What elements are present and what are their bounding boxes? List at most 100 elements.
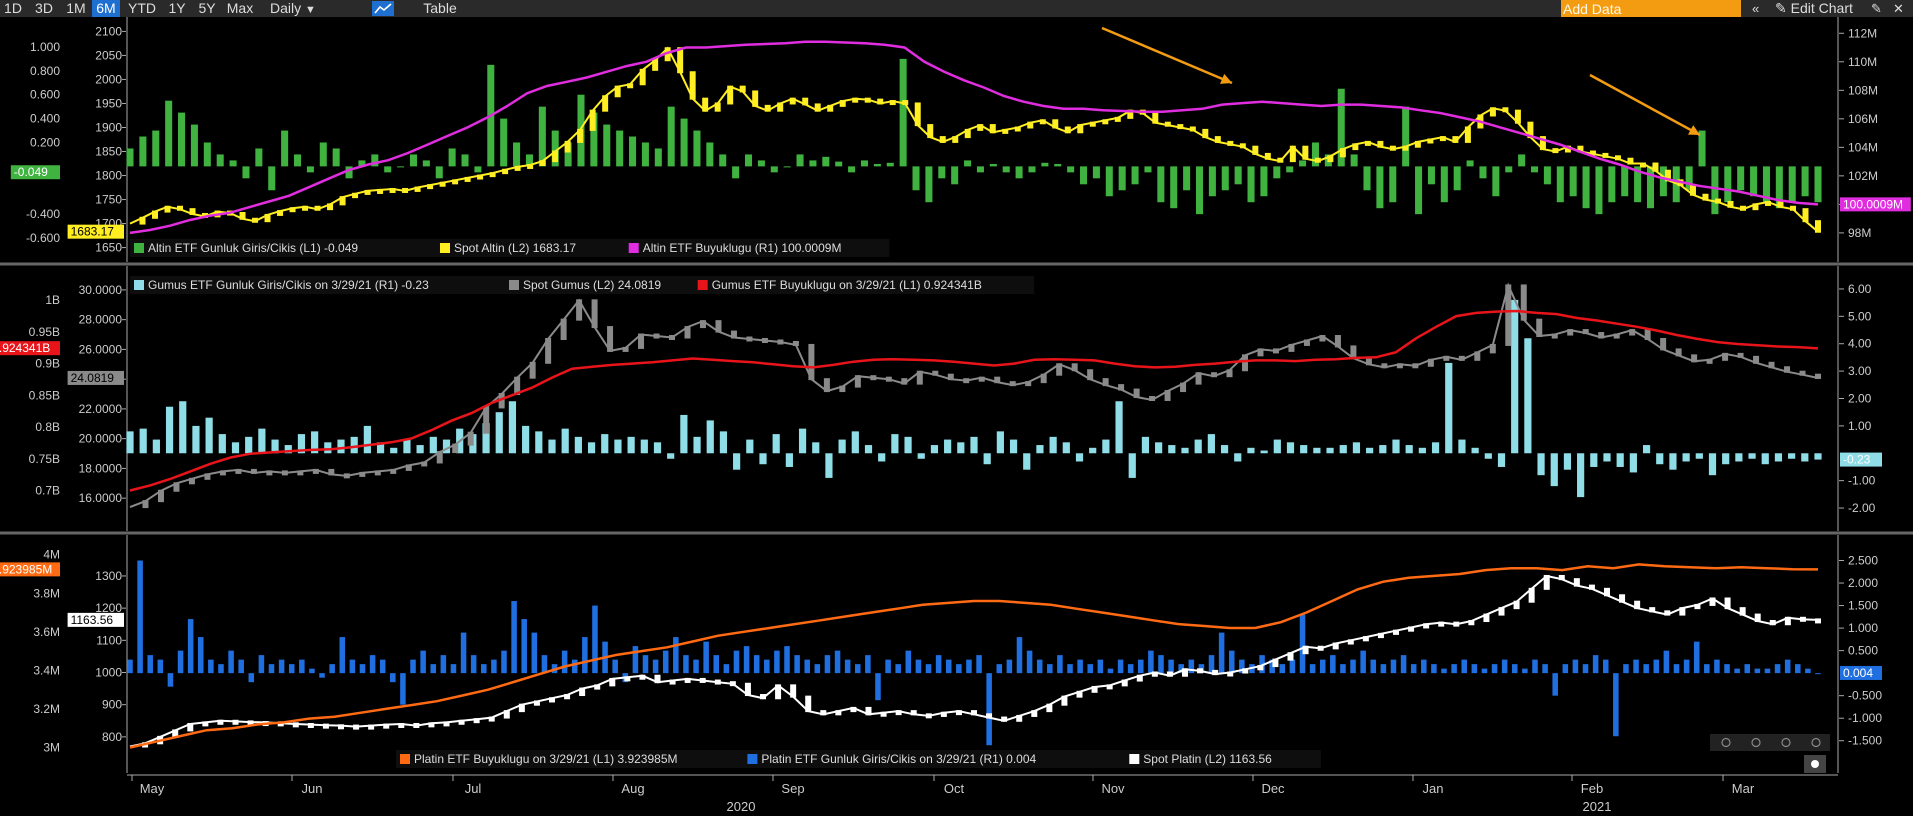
flow-bar [662,650,669,674]
price-candle [1377,632,1384,639]
price-candle [1754,613,1761,623]
flow-bar [989,163,997,167]
edit-chart-label: Edit Chart [1790,0,1853,16]
flow-bar [1724,664,1730,674]
axis-tick-label: -0.600 [26,231,60,245]
range-ytd-button[interactable]: YTD [128,0,156,16]
flow-bar [1207,434,1215,454]
axis-tick-label: 1.000 [30,40,60,54]
flow-bar [1748,453,1756,459]
price-candle [1046,703,1053,713]
flow-bar [983,453,991,465]
axis-tick-label: 1300 [95,569,122,583]
crosshair-icon[interactable] [1721,737,1731,748]
price-candle [939,136,946,143]
range-max-button[interactable]: Max [226,0,254,16]
flow-bar [1603,453,1611,462]
price-candle [1257,665,1264,671]
price-candle [1352,143,1359,151]
price-candle [889,100,896,106]
price-candle [467,431,474,446]
flow-bar [430,664,436,674]
settings-icon[interactable] [1804,755,1826,773]
price-candle [964,128,971,139]
price-candle [684,326,691,339]
price-candle [1474,351,1481,361]
price-candle [638,333,645,349]
collapse-icon[interactable]: « [1752,1,1760,16]
zoom-icon[interactable] [1811,737,1821,748]
axis-tick-label: 1950 [95,96,122,110]
flow-bar [1427,166,1435,185]
price-candle [729,681,736,687]
flow-bar [733,453,741,470]
flow-bar [1552,673,1558,696]
range-6m-button[interactable]: 6M [92,0,120,17]
range-1d-button[interactable]: 1D [4,0,22,16]
axis-tick-label: 1.00 [1848,419,1872,433]
flow-bar [1542,664,1548,674]
edit-chart-button[interactable]: ✎ Edit Chart [1775,0,1853,17]
price-candle [1722,352,1729,361]
flow-bar [319,673,325,678]
last-value-label: 1163.56 [71,613,114,627]
chart-area[interactable]: 1.000 0.800 0.600 0.400 0.200 -0.400 -0.600 210… [0,17,1913,816]
price-candle [364,189,371,195]
last-value-label: 1683.17 [71,225,115,239]
axis-tick-label: 1100 [96,633,122,647]
line-chart-icon[interactable] [372,1,394,16]
price-candle [1789,205,1796,211]
draw-icon[interactable] [1751,737,1761,748]
flow-bar [293,154,302,167]
axis-tick-label: 2000 [95,72,122,86]
range-1y-button[interactable]: 1Y [168,0,186,16]
flow-bar [1218,632,1225,674]
price-candle [839,100,846,107]
flow-bar [1286,166,1294,173]
flow-bar [1458,439,1466,454]
frequency-dropdown[interactable]: Daily ▼ [270,0,316,17]
add-data-input[interactable] [1561,0,1741,17]
range-1m-button[interactable]: 1M [66,0,86,16]
flow-bar [986,673,992,746]
price-candle [1664,610,1671,616]
save-icon[interactable] [1781,737,1791,748]
gold-panel: 1.000 0.800 0.600 0.400 0.200 -0.400 -0.600 210… [10,24,1911,257]
flow-bar [429,436,437,454]
price-candle [1815,618,1821,624]
flow-bar [1054,163,1062,167]
flow-bar [812,442,820,454]
range-3d-button[interactable]: 3D [35,0,53,16]
flow-bar [1300,445,1308,454]
flow-bar [369,655,376,674]
table-button[interactable]: Table [423,0,457,16]
flow-bar [772,434,780,454]
annotation-arrow [1101,26,1233,85]
flow-bar [1582,166,1590,209]
flow-bar [205,417,213,454]
edit-icon[interactable]: ✎ [1871,1,1882,16]
price-candle [607,326,614,352]
flow-bar [723,664,730,674]
flow-bar [1107,668,1114,674]
flow-bar [825,453,833,478]
axis-tick-label: 2050 [95,48,122,62]
price-candle [252,217,259,223]
price-candle [1513,600,1520,610]
price-candle [652,59,659,71]
flow-bar [1259,655,1265,674]
range-5y-button[interactable]: 5Y [198,0,216,16]
price-candle [852,97,859,103]
flow-bar [218,664,224,674]
close-icon[interactable]: ✕ [1893,1,1904,16]
last-value-tag [0,341,61,356]
flow-bar [1220,445,1229,454]
flow-bar [1102,439,1110,454]
flow-bar [1118,166,1126,191]
flow-bar [822,156,830,167]
flow-bar [197,637,204,674]
flow-bar [886,162,894,167]
price-candle [1714,198,1721,204]
flow-bar [1194,439,1202,454]
flow-bar [1269,659,1275,674]
